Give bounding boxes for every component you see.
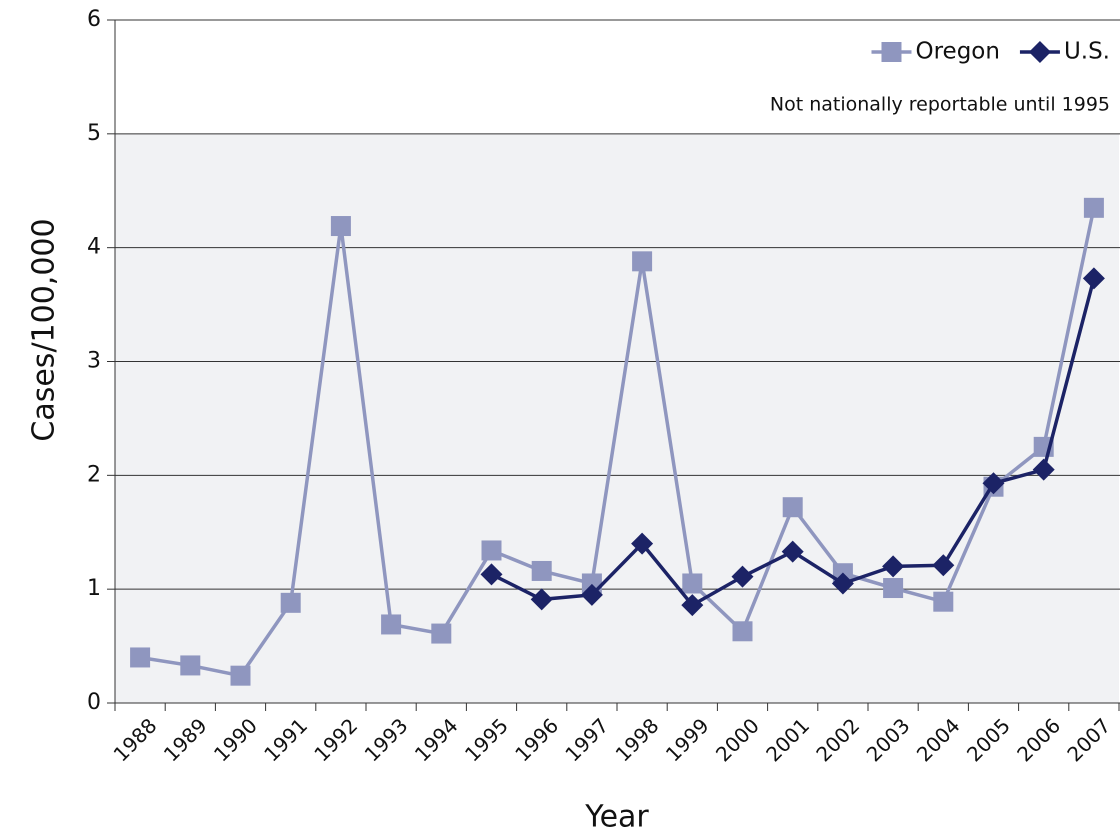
point bbox=[1032, 458, 1055, 481]
x-tick-label: 2005 bbox=[962, 713, 1015, 766]
x-tick-label: 2000 bbox=[711, 713, 764, 766]
point bbox=[681, 594, 704, 617]
x-tick-label: 1989 bbox=[159, 713, 212, 766]
y-tick-label: 3 bbox=[87, 349, 101, 374]
point bbox=[431, 623, 452, 644]
y-axis-label: Cases/100,000 bbox=[27, 218, 62, 441]
x-tick-label: 2006 bbox=[1012, 713, 1065, 766]
x-tick-label: 1991 bbox=[259, 713, 312, 766]
point bbox=[531, 560, 552, 581]
y-tick-label: 1 bbox=[87, 576, 101, 601]
legend-label: U.S. bbox=[1064, 39, 1110, 65]
x-tick-label: 2004 bbox=[912, 713, 965, 766]
point bbox=[682, 573, 703, 594]
x-tick-label: 1988 bbox=[109, 713, 162, 766]
point bbox=[631, 532, 654, 555]
point bbox=[882, 555, 905, 578]
x-tick-label: 1994 bbox=[410, 713, 463, 766]
legend-marker bbox=[881, 42, 902, 62]
y-tick-label: 0 bbox=[87, 690, 101, 715]
point bbox=[632, 251, 653, 272]
legend-marker bbox=[1028, 41, 1051, 63]
y-tick-label: 6 bbox=[87, 7, 101, 32]
point bbox=[932, 554, 955, 577]
annotation: Not nationally reportable until 1995 bbox=[770, 94, 1110, 116]
point bbox=[381, 614, 402, 635]
point bbox=[530, 588, 553, 611]
point bbox=[781, 540, 804, 563]
point bbox=[782, 497, 803, 518]
x-tick-label: 2003 bbox=[862, 713, 915, 766]
x-tick-label: 2007 bbox=[1062, 713, 1115, 766]
x-tick-label: 1996 bbox=[510, 713, 563, 766]
point bbox=[481, 540, 502, 561]
point bbox=[731, 565, 754, 588]
y-tick-label: 5 bbox=[87, 121, 101, 146]
point bbox=[831, 572, 854, 595]
point bbox=[330, 216, 351, 237]
point bbox=[180, 655, 201, 676]
x-axis-label: Year bbox=[584, 800, 649, 835]
point bbox=[480, 563, 503, 586]
x-tick-label: 1993 bbox=[360, 713, 413, 766]
x-tick-label: 2002 bbox=[811, 713, 864, 766]
point bbox=[933, 591, 954, 612]
legend-label: Oregon bbox=[915, 39, 999, 65]
y-tick-label: 4 bbox=[87, 235, 101, 260]
y-tick-label: 2 bbox=[87, 462, 101, 487]
x-tick-label: 1995 bbox=[460, 713, 513, 766]
x-tick-label: 1999 bbox=[661, 713, 714, 766]
x-tick-label: 1998 bbox=[611, 713, 664, 766]
x-tick-label: 1990 bbox=[209, 713, 262, 766]
x-tick-label: 1997 bbox=[560, 713, 613, 766]
point bbox=[130, 647, 151, 668]
point bbox=[280, 592, 301, 613]
point bbox=[580, 583, 603, 606]
point bbox=[732, 621, 753, 642]
point bbox=[982, 472, 1005, 495]
point bbox=[230, 665, 251, 686]
x-tick-label: 1992 bbox=[309, 713, 362, 766]
point bbox=[1083, 197, 1104, 218]
point bbox=[883, 578, 904, 599]
point bbox=[1082, 267, 1105, 290]
x-tick-label: 2001 bbox=[761, 713, 814, 766]
